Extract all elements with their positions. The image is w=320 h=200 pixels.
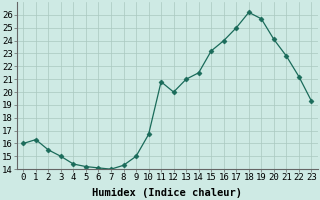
X-axis label: Humidex (Indice chaleur): Humidex (Indice chaleur) — [92, 188, 242, 198]
